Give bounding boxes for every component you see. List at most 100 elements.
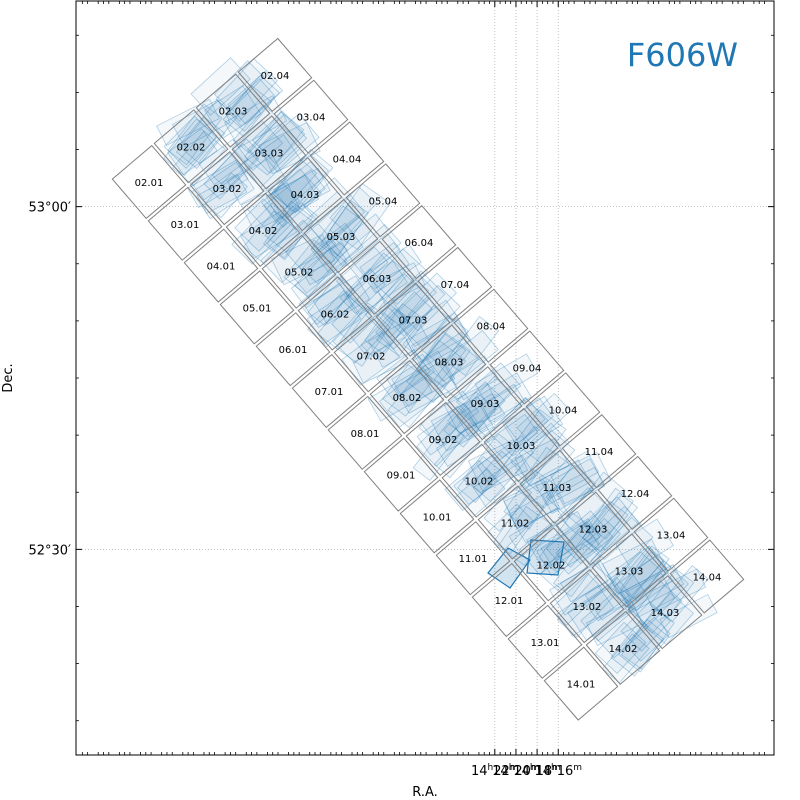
tile-outline — [231, 115, 307, 190]
exposure-footprint — [612, 546, 665, 603]
exposure-footprint — [620, 600, 671, 652]
exposure-footprint — [251, 110, 306, 164]
exposure-footprint — [555, 520, 602, 568]
tile-outline — [405, 401, 481, 477]
exposure-footprint — [382, 364, 432, 417]
exposure-footprint — [304, 283, 354, 329]
exposure-footprint — [294, 247, 347, 301]
tile-outline — [447, 366, 523, 441]
x-tick-label: 14h22m — [471, 763, 519, 779]
tile-label: 13.03 — [615, 566, 644, 577]
exposure-footprint — [455, 393, 506, 438]
tile-label: 09.04 — [513, 364, 542, 375]
exposure-footprint — [412, 422, 465, 482]
tile-label: 09.03 — [471, 399, 500, 410]
tile-label: 06.02 — [321, 310, 350, 321]
exposure-footprint — [347, 252, 406, 315]
exposure-footprint — [163, 115, 217, 169]
exposure-footprint — [222, 84, 273, 137]
tile-outline — [147, 186, 223, 261]
exposure-footprint — [614, 555, 674, 611]
exposure-footprint — [242, 134, 304, 192]
exposure-footprint — [489, 396, 549, 457]
exposure-footprint — [549, 558, 616, 616]
tile-label: 12.04 — [621, 489, 650, 500]
exposure-footprint — [430, 396, 494, 452]
exposure-footprint — [204, 85, 262, 139]
tile-label: 03.04 — [297, 113, 326, 124]
tile-outline — [411, 324, 487, 399]
tile-label: 02.03 — [219, 107, 248, 118]
tile-outline — [267, 157, 343, 232]
exposure-footprint — [198, 138, 249, 186]
tile-label: 12.01 — [495, 596, 524, 607]
tile-outline — [381, 204, 457, 280]
exposure-footprint — [538, 512, 592, 573]
tile-label: 03.03 — [255, 148, 284, 159]
tile-outline — [597, 455, 673, 531]
tile-outline — [633, 497, 709, 572]
tile-outline — [363, 437, 439, 512]
exposure-footprint — [344, 260, 409, 316]
exposure-footprint — [247, 179, 301, 232]
exposure-footprint — [265, 167, 331, 220]
exposure-footprint — [545, 510, 614, 575]
x-tick-label: 14h18m — [513, 763, 561, 779]
tile-outline — [153, 109, 229, 184]
tile-label: 14.02 — [609, 644, 638, 655]
tile-outline — [333, 318, 409, 393]
exposure-footprint — [655, 564, 709, 623]
tile-label: 07.01 — [315, 387, 344, 398]
exposure-footprint — [312, 275, 371, 325]
tile-outline — [435, 521, 511, 596]
exposure-footprint — [167, 103, 223, 166]
exposure-footprint — [497, 505, 554, 567]
tile-outline — [345, 163, 421, 238]
exposure-footprint — [405, 312, 472, 369]
tile-outline — [477, 485, 553, 560]
tile-label: 08.03 — [435, 357, 464, 368]
tile-outline — [225, 192, 301, 268]
exposure-footprint — [402, 299, 459, 348]
exposure-footprint — [335, 302, 395, 367]
exposure-footprint — [175, 116, 226, 169]
exposure-footprint — [273, 161, 325, 208]
tile-outline — [273, 79, 349, 154]
exposure-footprint — [582, 500, 629, 552]
exposure-footprint — [594, 604, 649, 659]
tile-outline — [543, 646, 619, 721]
tile-outline — [549, 568, 625, 644]
exposure-footprint — [258, 122, 321, 175]
tile-outline — [513, 527, 589, 602]
tile-outline — [471, 562, 547, 638]
x-tick-label: 14h16m — [534, 763, 582, 779]
tile-label: 04.03 — [291, 190, 320, 201]
exposure-footprint — [439, 329, 499, 386]
exposure-footprint — [187, 159, 249, 208]
tile-outline — [189, 150, 265, 226]
exposure-footprint — [435, 419, 495, 468]
y-tick-label: 53°00′ — [28, 201, 71, 216]
exposure-footprint — [659, 593, 718, 639]
exposure-footprint — [645, 568, 707, 613]
tile-label: 10.01 — [423, 512, 452, 523]
exposure-footprint — [391, 350, 456, 408]
exposure-footprint — [540, 518, 601, 568]
tile-outline — [525, 372, 601, 447]
tile-label: 12.03 — [579, 525, 608, 536]
exposure-footprint — [375, 291, 433, 350]
exposure-footprint — [534, 459, 591, 506]
tile-label: 13.02 — [573, 602, 602, 613]
exposure-footprint — [590, 516, 654, 582]
tile-label: 10.03 — [507, 441, 536, 452]
tile-label: 07.02 — [357, 351, 386, 362]
exposure-footprint — [372, 248, 429, 306]
exposure-footprint — [536, 522, 601, 577]
exposure-footprint — [246, 114, 308, 174]
exposure-footprint — [445, 315, 500, 377]
tile-label: 10.02 — [465, 477, 494, 488]
exposure-footprint — [397, 272, 457, 332]
exposure-footprint — [266, 201, 319, 259]
tile-label: 03.01 — [171, 220, 200, 231]
